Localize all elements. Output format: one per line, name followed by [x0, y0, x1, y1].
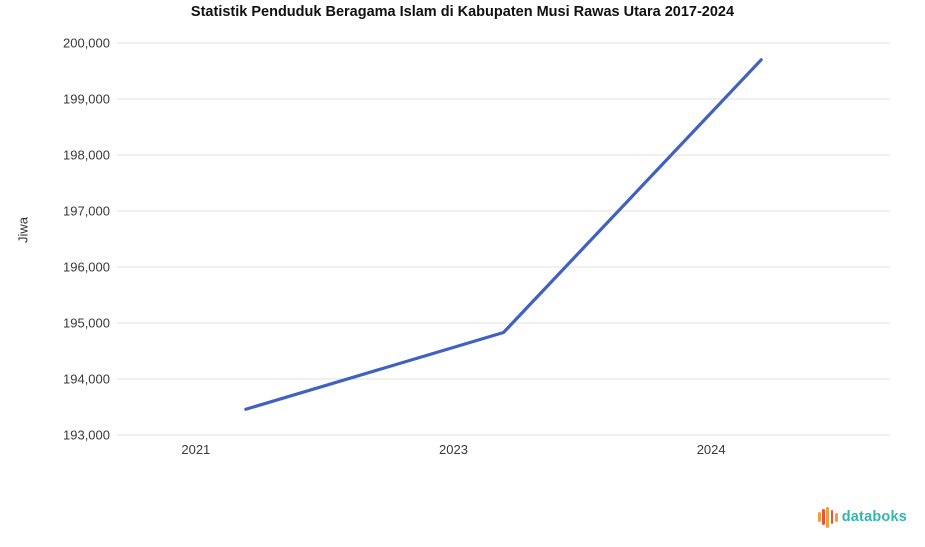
logo-bar — [817, 512, 821, 522]
chart-title: Statistik Penduduk Beragama Islam di Kab… — [190, 4, 735, 20]
logo-bar — [822, 509, 825, 525]
databoks-logo-text: databoks — [841, 509, 907, 525]
y-tick-label: 196,000 — [63, 259, 110, 275]
y-tick-label: 194,000 — [63, 371, 110, 387]
databoks-bars-icon — [817, 506, 838, 528]
series-line — [244, 58, 763, 411]
databoks-logo[interactable]: databoks — [817, 506, 907, 528]
y-tick-label: 193,000 — [63, 427, 110, 443]
y-tick-label: 195,000 — [63, 315, 110, 331]
y-tick-label: 198,000 — [63, 147, 110, 163]
x-tick-label: 2021 — [181, 442, 211, 457]
gridlines — [117, 42, 890, 436]
x-tick-label: 2024 — [696, 442, 726, 457]
x-tick-label: 2023 — [439, 442, 468, 457]
logo-bar — [826, 506, 830, 528]
y-tick-label: 197,000 — [63, 203, 110, 219]
y-tick-label: 199,000 — [63, 91, 110, 107]
y-tick-label: 200,000 — [63, 35, 110, 51]
logo-bar — [830, 510, 834, 524]
logo-bar — [834, 512, 838, 522]
